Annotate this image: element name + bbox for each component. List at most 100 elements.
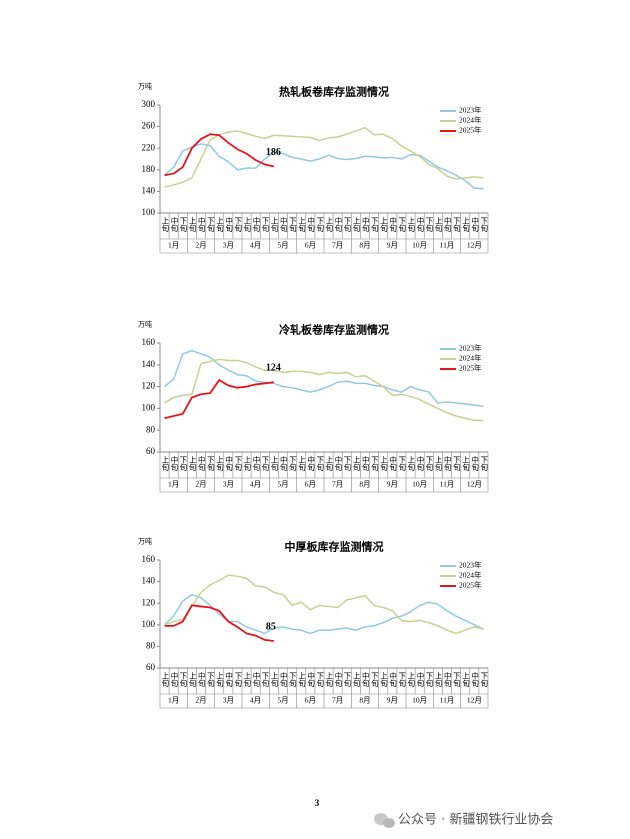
x-tick-label: 上旬	[325, 456, 334, 473]
month-label: 9月	[387, 241, 398, 250]
x-tick-label: 下旬	[452, 456, 461, 473]
x-tick-label: 下旬	[343, 217, 352, 234]
x-tick-label: 下旬	[261, 456, 270, 473]
page-number: 3	[315, 798, 320, 808]
y-tick-label: 140	[142, 185, 156, 195]
x-tick-label: 上旬	[243, 456, 252, 473]
month-label: 8月	[359, 480, 370, 489]
x-tick-label: 中旬	[252, 455, 261, 473]
month-label: 1月	[168, 480, 179, 489]
legend-label: 2024年	[459, 353, 482, 363]
x-tick-label: 中旬	[197, 671, 206, 689]
y-tick-label: 220	[142, 142, 156, 152]
x-tick-label: 下旬	[206, 672, 215, 689]
x-tick-label: 下旬	[233, 217, 242, 234]
x-tick-label: 下旬	[479, 217, 488, 234]
watermark-icon	[374, 813, 395, 828]
x-tick-label: 上旬	[461, 217, 470, 234]
x-tick-label: 中旬	[416, 216, 425, 234]
month-label: 11月	[440, 480, 455, 489]
x-tick-label: 下旬	[425, 217, 434, 234]
x-tick-label: 中旬	[252, 216, 261, 234]
data-label: 124	[266, 363, 281, 374]
x-tick-label: 上旬	[352, 456, 361, 473]
month-label: 1月	[168, 241, 179, 250]
y-tick-label: 140	[142, 359, 156, 369]
x-tick-label: 上旬	[270, 217, 279, 234]
x-tick-label: 中旬	[388, 455, 397, 473]
y-tick-label: 260	[142, 121, 156, 131]
x-tick-label: 下旬	[397, 672, 406, 689]
x-tick-label: 中旬	[224, 216, 233, 234]
x-tick-label: 下旬	[233, 672, 242, 689]
y-tick-label: 100	[142, 619, 156, 629]
month-label: 6月	[305, 480, 316, 489]
data-label: 186	[266, 147, 281, 158]
x-tick-label: 下旬	[206, 217, 215, 234]
month-label: 6月	[305, 241, 316, 250]
x-tick-label: 中旬	[197, 455, 206, 473]
x-tick-label: 上旬	[297, 672, 306, 689]
x-tick-label: 上旬	[243, 217, 252, 234]
y-tick-label: 120	[142, 381, 156, 391]
y-tick-label: 80	[146, 424, 156, 434]
month-label: 3月	[223, 696, 234, 705]
y-axis-label: 万吨	[138, 537, 152, 546]
x-tick-label: 下旬	[452, 217, 461, 234]
month-label: 2月	[195, 480, 206, 489]
month-label: 12月	[467, 696, 482, 705]
x-tick-label: 下旬	[288, 672, 297, 689]
y-tick-label: 160	[142, 337, 156, 347]
month-label: 7月	[332, 241, 343, 250]
month-label: 8月	[359, 241, 370, 250]
x-tick-label: 下旬	[315, 217, 324, 234]
x-tick-label: 下旬	[179, 217, 188, 234]
x-tick-label: 下旬	[315, 456, 324, 473]
y-tick-label: 300	[142, 99, 156, 109]
month-label: 11月	[440, 696, 455, 705]
x-tick-label: 下旬	[179, 456, 188, 473]
month-label: 6月	[305, 696, 316, 705]
x-tick-label: 下旬	[179, 672, 188, 689]
legend-label: 2025年	[459, 580, 482, 590]
y-tick-label: 60	[146, 446, 156, 456]
watermark: 公众号 · 新疆钢铁行业协会	[398, 812, 553, 828]
x-tick-label: 上旬	[379, 672, 388, 689]
legend-label: 2025年	[459, 125, 482, 135]
month-label: 10月	[412, 696, 427, 705]
x-tick-label: 上旬	[161, 217, 170, 234]
x-tick-label: 中旬	[443, 216, 452, 234]
x-tick-label: 上旬	[407, 672, 416, 689]
legend-label: 2023年	[459, 560, 482, 570]
x-tick-label: 中旬	[361, 216, 370, 234]
x-tick-label: 下旬	[343, 672, 352, 689]
month-label: 4月	[250, 696, 261, 705]
x-tick-label: 下旬	[343, 456, 352, 473]
month-label: 10月	[412, 241, 427, 250]
x-tick-label: 中旬	[279, 216, 288, 234]
legend-label: 2025年	[459, 363, 482, 373]
x-tick-label: 上旬	[461, 456, 470, 473]
month-label: 2月	[195, 696, 206, 705]
series-line	[164, 574, 484, 635]
x-tick-label: 下旬	[288, 217, 297, 234]
x-tick-label: 下旬	[425, 672, 434, 689]
month-label: 12月	[467, 241, 482, 250]
month-label: 9月	[387, 480, 398, 489]
x-tick-label: 下旬	[370, 217, 379, 234]
x-tick-label: 中旬	[443, 671, 452, 689]
x-tick-label: 中旬	[361, 455, 370, 473]
month-label: 11月	[440, 241, 455, 250]
month-label: 3月	[223, 480, 234, 489]
x-tick-label: 上旬	[188, 456, 197, 473]
x-tick-label: 上旬	[379, 456, 388, 473]
series-line	[164, 349, 484, 407]
x-tick-label: 上旬	[325, 672, 334, 689]
x-tick-label: 中旬	[279, 455, 288, 473]
x-tick-label: 中旬	[334, 671, 343, 689]
x-tick-label: 下旬	[452, 672, 461, 689]
legend-label: 2023年	[459, 343, 482, 353]
series-line	[164, 358, 484, 422]
x-tick-label: 中旬	[361, 671, 370, 689]
